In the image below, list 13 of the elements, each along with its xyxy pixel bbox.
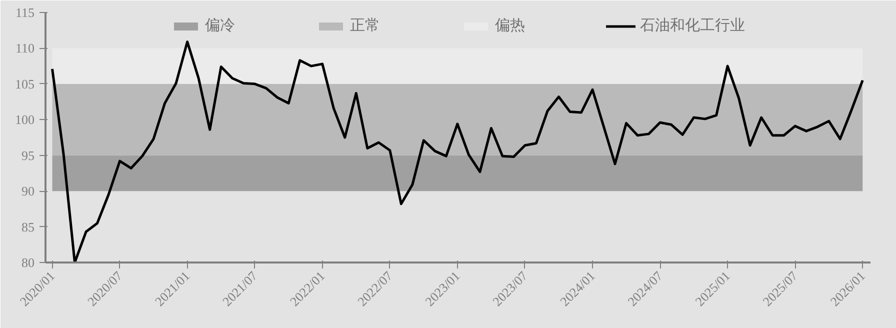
y-tick-label: 95 [22,148,34,163]
y-tick-label: 100 [15,112,34,128]
legend-label: 偏冷 [205,16,235,35]
legend-label: 石油和化工行业 [640,16,745,35]
y-tick-label: 115 [15,5,35,20]
y-tick-label: 90 [22,184,34,199]
legend-label: 偏热 [495,16,525,35]
y-tick-label: 110 [15,40,35,56]
y-tick-label: 80 [22,255,34,270]
line-series [51,40,864,262]
y-tick-label: 85 [22,219,34,234]
legend-label: 正常 [350,16,380,35]
y-tick-label: 105 [15,76,34,92]
